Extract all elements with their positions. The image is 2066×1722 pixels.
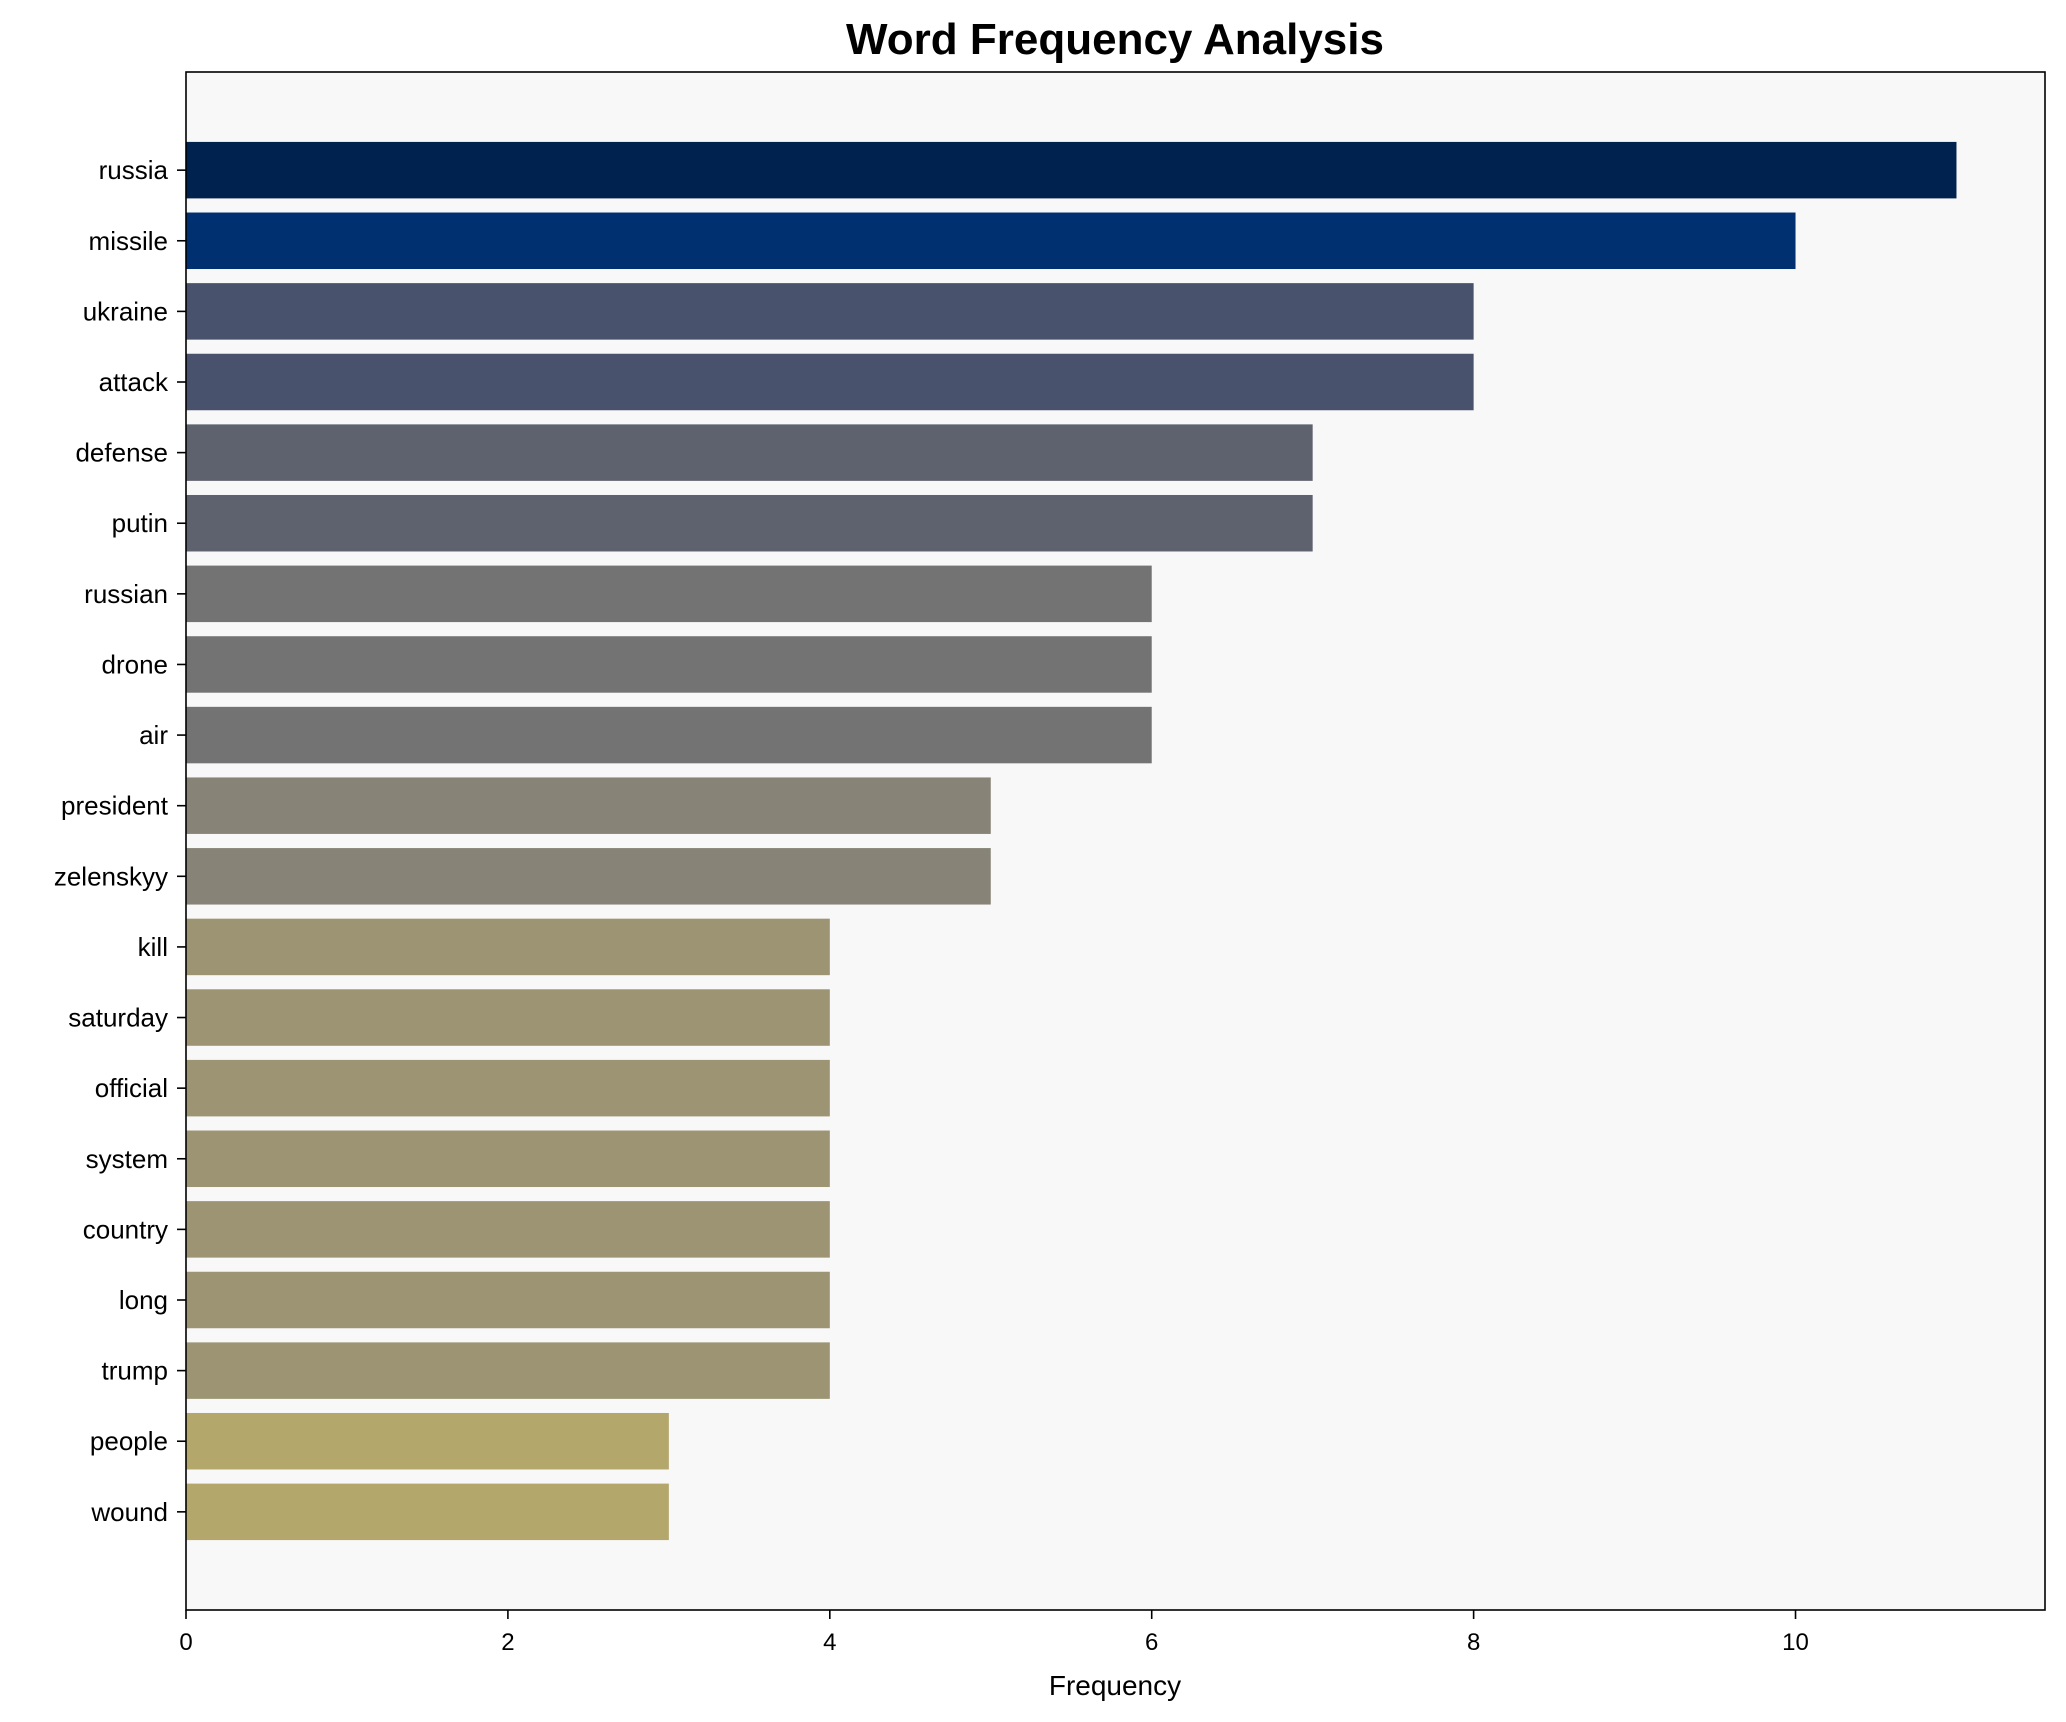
y-tick-label: putin — [112, 508, 168, 538]
bar-president — [186, 777, 991, 834]
y-tick-label: attack — [99, 367, 169, 397]
y-tick-label: country — [83, 1214, 168, 1244]
bar-ukraine — [186, 283, 1474, 340]
bar-missile — [186, 212, 1796, 270]
bar-attack — [186, 353, 1474, 411]
y-tick-label: wound — [90, 1497, 168, 1527]
y-tick-label: russia — [99, 155, 169, 185]
y-tick-label: saturday — [68, 1003, 168, 1033]
y-tick-label: trump — [102, 1356, 168, 1386]
y-tick-label: drone — [102, 649, 169, 679]
bar-country — [186, 1201, 830, 1258]
plot-frame — [185, 71, 2046, 1611]
bar-russian — [186, 565, 1152, 623]
bar-wound — [186, 1483, 669, 1541]
x-axis-label: Frequency — [1049, 1670, 1181, 1701]
y-tick-label: ukraine — [83, 296, 168, 326]
y-tick-label: zelenskyy — [54, 861, 168, 891]
bar-russia — [186, 141, 1957, 199]
y-tick-label: missile — [89, 226, 168, 256]
y-tick-label: system — [86, 1144, 168, 1174]
chart-title: Word Frequency Analysis — [846, 15, 1384, 64]
bar-official — [186, 1059, 830, 1117]
bar-air — [186, 706, 1152, 764]
y-tick-label: defense — [75, 438, 168, 468]
bar-drone — [186, 636, 1152, 693]
bar-trump — [186, 1342, 830, 1399]
y-tick-label: kill — [138, 932, 168, 962]
bar-kill — [186, 918, 830, 976]
y-tick-label: russian — [84, 579, 168, 609]
bar-putin — [186, 494, 1313, 552]
bar-long — [186, 1271, 830, 1329]
bar-zelenskyy — [186, 848, 991, 905]
bar-defense — [186, 424, 1313, 481]
x-tick-label: 10 — [1782, 1629, 1809, 1656]
y-tick-label: people — [90, 1426, 168, 1456]
x-tick-label: 2 — [501, 1629, 514, 1656]
y-tick-label: air — [139, 720, 168, 750]
y-tick-label: official — [95, 1073, 168, 1103]
bar-people — [186, 1412, 669, 1470]
x-tick-label: 8 — [1467, 1629, 1480, 1656]
bar-saturday — [186, 989, 830, 1046]
x-tick-label: 6 — [1145, 1629, 1158, 1656]
y-tick-label: president — [61, 791, 169, 821]
x-tick-label: 4 — [823, 1629, 836, 1656]
bar-system — [186, 1130, 830, 1188]
x-tick-label: 0 — [179, 1629, 192, 1656]
y-tick-label: long — [119, 1285, 168, 1315]
